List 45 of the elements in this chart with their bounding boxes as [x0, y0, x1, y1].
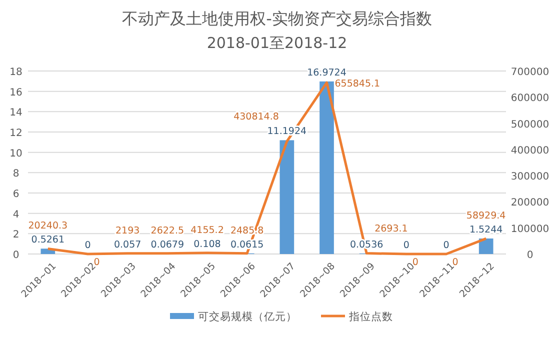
data-label: 4155.2 [190, 224, 224, 236]
y-tick-label: 18 [10, 67, 22, 78]
legend-label: 指位点数 [348, 310, 393, 323]
y2-tick-label: 700000 [510, 67, 550, 78]
data-label: 1.5244 [469, 224, 503, 236]
data-label: 0 [452, 257, 458, 268]
data-label: 0 [412, 257, 418, 268]
y2-tick-label: 200000 [510, 198, 550, 209]
legend-label: 可交易规模（亿元） [198, 310, 297, 323]
data-label: 0 [443, 240, 450, 251]
data-label: 430814.8 [234, 111, 279, 122]
data-label: 16.9724 [307, 67, 346, 78]
data-label: 0.108 [194, 238, 221, 250]
y2-tick-label: 0 [526, 250, 534, 261]
y2-tick-label: 100000 [510, 224, 550, 235]
y-tick-label: 16 [10, 87, 22, 98]
y-tick-label: 14 [10, 108, 22, 119]
y-tick-label: 0 [12, 250, 20, 261]
data-label: 0.5261 [31, 234, 65, 246]
data-label: 2622.5 [150, 225, 184, 236]
bar [478, 238, 494, 254]
data-label: 58929.4 [466, 210, 506, 222]
data-label: 0 [84, 240, 91, 251]
data-label: 20240.3 [28, 220, 68, 232]
y2-tick-label: 300000 [510, 172, 550, 183]
chart-subtitle: 2018-01至2018-12 [206, 34, 348, 52]
data-label: 0 [403, 240, 410, 251]
y-tick-label: 2 [12, 230, 20, 241]
data-label: 0.0679 [150, 239, 184, 250]
y-tick-label: 10 [10, 148, 22, 160]
data-label: 0.057 [114, 239, 142, 250]
bar [280, 140, 294, 254]
data-label: 2693.1 [374, 223, 408, 234]
y-tick-label: 8 [12, 168, 20, 180]
y-tick-label: 6 [12, 189, 20, 200]
y-tick-label: 12 [10, 128, 22, 139]
data-label: 0 [94, 257, 100, 268]
bar [320, 81, 334, 254]
y2-tick-label: 400000 [510, 145, 550, 156]
data-label: 2193 [115, 225, 140, 236]
chart-title: 不动产及土地使用权-实物资产交易综合指数 [122, 9, 432, 28]
y-tick-label: 4 [12, 209, 20, 220]
y2-tick-label: 600000 [510, 93, 550, 104]
data-label: 655845.1 [334, 78, 380, 90]
y2-tick-label: 500000 [510, 119, 550, 130]
